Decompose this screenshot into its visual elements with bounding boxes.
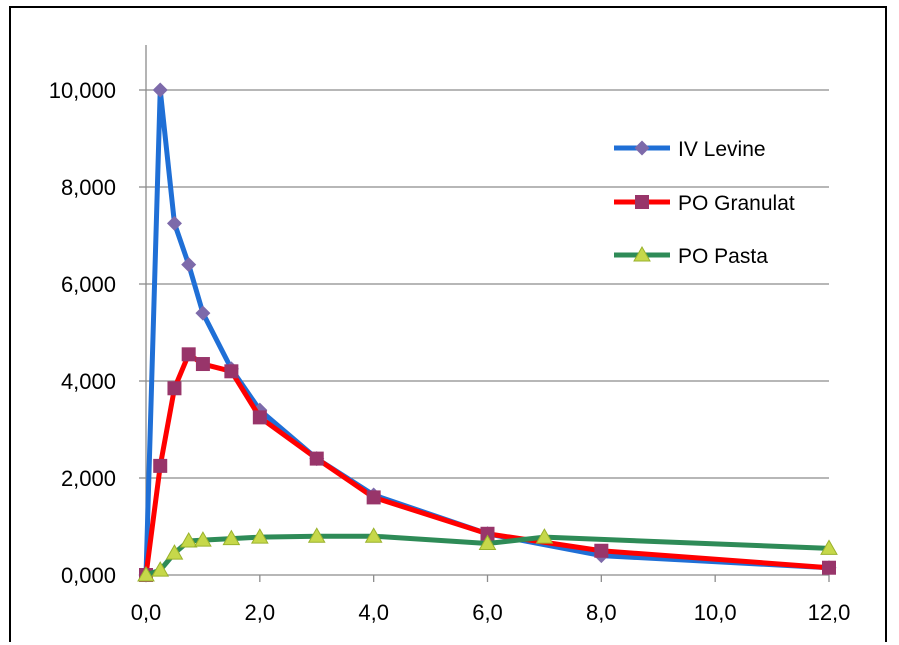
y-tick-label: 10,000 xyxy=(49,78,116,103)
data-point xyxy=(307,527,326,543)
data-point xyxy=(822,560,836,575)
data-point xyxy=(181,347,196,362)
legend-item: PO Granulat xyxy=(614,192,795,215)
y-tick-label: 4,000 xyxy=(61,369,116,394)
data-point xyxy=(820,539,838,555)
grid-lines xyxy=(146,89,829,479)
series-line xyxy=(143,87,832,578)
axes: 0,000 2,000 4,000 6,000 8,000 10,000 0,0 2,0 4,0… xyxy=(49,45,851,625)
legend-label: PO Granulat xyxy=(678,192,795,215)
data-point xyxy=(179,532,198,548)
data-point xyxy=(151,561,170,577)
data-point xyxy=(594,543,609,558)
y-tick-label: 2,000 xyxy=(61,466,116,491)
y-tick-label: 8,000 xyxy=(61,175,116,200)
y-tick-label: 6,000 xyxy=(61,272,116,297)
series-po-pasta xyxy=(137,527,838,582)
legend-item: PO Pasta xyxy=(614,245,768,268)
x-tick-label: 2,0 xyxy=(245,600,276,625)
x-tick-label: 12,0 xyxy=(808,600,851,625)
data-point xyxy=(165,544,184,560)
series-line xyxy=(143,351,832,578)
data-point xyxy=(222,529,241,546)
data-point xyxy=(167,381,182,396)
x-tick-label: 4,0 xyxy=(358,600,389,625)
data-point xyxy=(250,528,269,544)
legend-label: PO Pasta xyxy=(678,245,768,268)
data-point xyxy=(309,451,324,466)
data-point xyxy=(195,305,211,321)
data-point xyxy=(152,82,168,98)
x-tick-label: 8,0 xyxy=(586,600,617,625)
data-point xyxy=(181,257,197,273)
data-point xyxy=(194,531,212,547)
data-point xyxy=(364,527,383,543)
legend-label: IV Levine xyxy=(678,138,766,161)
legend-marker xyxy=(635,195,649,209)
legend-marker xyxy=(634,140,650,156)
x-tick-label: 0,0 xyxy=(131,600,162,625)
data-point xyxy=(224,364,239,379)
data-point xyxy=(153,458,168,473)
x-tick-label: 10,0 xyxy=(694,600,737,625)
legend-marker xyxy=(633,245,651,262)
legend-item: IV Levine xyxy=(614,138,766,161)
data-point xyxy=(195,357,210,372)
x-tick-label: 6,0 xyxy=(472,600,503,625)
series-group xyxy=(137,82,838,583)
data-point xyxy=(478,534,497,550)
data-point xyxy=(137,565,155,582)
data-point xyxy=(535,528,554,544)
data-point xyxy=(366,490,381,505)
y-tick-label: 0,000 xyxy=(61,563,116,588)
data-point xyxy=(166,215,182,231)
legend: IV Levine PO Granulat PO Pasta xyxy=(614,138,795,268)
data-point xyxy=(252,410,267,425)
series-po-granulat xyxy=(139,347,836,582)
data-point xyxy=(480,526,495,541)
chart-frame xyxy=(9,6,887,642)
